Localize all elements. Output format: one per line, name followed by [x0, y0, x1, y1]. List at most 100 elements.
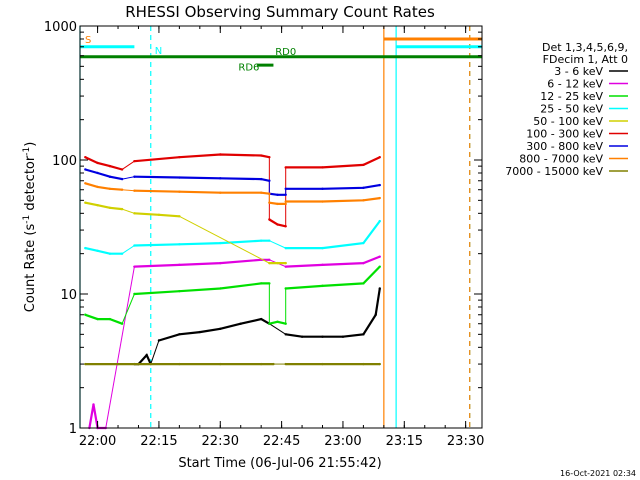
- x-tick-label: 22:45: [263, 434, 300, 449]
- data-point: [284, 246, 287, 250]
- plot-frame: [79, 25, 483, 429]
- legend-header-line: Det 1,3,4,5,6,9,: [542, 41, 628, 54]
- data-point: [133, 159, 136, 163]
- x-tick-label: 23:00: [324, 434, 361, 449]
- data-point: [284, 333, 287, 336]
- legend-header-line: FDecim 1, Att 0: [543, 53, 628, 66]
- series-line: [85, 201, 123, 211]
- series-jump-line: [150, 340, 160, 365]
- data-point: [108, 175, 112, 178]
- data-point: [284, 166, 287, 169]
- data-point: [321, 200, 324, 203]
- data-point: [157, 339, 161, 342]
- data-point: [284, 261, 287, 265]
- y-tick-label: 100: [52, 154, 77, 169]
- series-jump-line: [269, 240, 286, 249]
- series-line: [84, 182, 123, 191]
- data-point: [276, 320, 279, 324]
- y-axis-label-main: Count Rate (s: [23, 224, 38, 313]
- data-point: [321, 263, 324, 267]
- data-point: [178, 362, 181, 366]
- data-point: [268, 261, 271, 265]
- footer-date: 16-Oct-2021 02:34: [560, 469, 636, 478]
- data-point: [137, 362, 140, 366]
- data-point: [362, 186, 365, 190]
- plot-area: S N RD0 RD6: [79, 26, 482, 430]
- x-tick-label: 22:15: [140, 434, 177, 449]
- y-tick-label: 1000: [44, 20, 77, 35]
- data-point: [178, 243, 181, 246]
- series-line: [84, 168, 123, 181]
- series-line: [84, 156, 123, 171]
- data-point: [378, 219, 381, 223]
- legend-label: 50 - 100 keV: [533, 115, 603, 128]
- series-line: [285, 197, 380, 203]
- data-point: [178, 289, 181, 293]
- data-point: [178, 333, 181, 336]
- data-point: [116, 362, 120, 366]
- data-point: [219, 362, 222, 366]
- x-axis-label: Start Time (06-Jul-06 21:55:42): [178, 456, 381, 471]
- data-point: [321, 362, 324, 366]
- data-point: [321, 335, 324, 338]
- legend-label: 6 - 12 keV: [547, 78, 603, 91]
- series-jump-line: [122, 189, 135, 192]
- series-jump-line: [122, 176, 135, 180]
- data-point: [92, 403, 95, 406]
- data-point: [259, 239, 263, 242]
- data-point: [96, 317, 99, 321]
- legend-label: 12 - 25 keV: [540, 90, 603, 103]
- data-point: [321, 284, 324, 288]
- data-point: [96, 171, 99, 175]
- data-point: [284, 200, 287, 203]
- data-point: [219, 287, 222, 290]
- data-point: [84, 168, 87, 171]
- rd0-flag-label: RD0: [275, 47, 296, 58]
- legend-label: 300 - 800 keV: [526, 140, 603, 153]
- series-jump-line: [179, 215, 270, 264]
- y-axis-label-sup1: -1: [22, 215, 32, 224]
- y-axis-label: Count Rate (s-1 detector-1): [22, 142, 38, 313]
- data-point: [108, 164, 112, 168]
- data-point: [259, 282, 263, 285]
- x-tick-label: 22:30: [202, 434, 239, 449]
- data-point: [378, 196, 381, 200]
- x-tick-label: 23:30: [447, 434, 484, 449]
- data-point: [284, 287, 287, 290]
- data-point: [276, 202, 279, 206]
- data-point: [378, 255, 381, 258]
- data-point: [259, 154, 263, 157]
- data-point: [84, 313, 87, 316]
- legend-label: 100 - 300 keV: [526, 128, 603, 141]
- series-jump-line: [121, 245, 135, 255]
- data-point: [259, 177, 263, 181]
- y-tick-label: 10: [60, 288, 77, 303]
- data-point: [378, 183, 381, 187]
- series-line: [285, 156, 381, 169]
- data-point: [178, 190, 181, 193]
- saa-flag-label: S: [85, 35, 91, 46]
- data-point: [133, 212, 136, 215]
- series-jump-line: [105, 266, 135, 429]
- legend-label: 25 - 50 keV: [540, 103, 603, 116]
- data-point: [133, 244, 136, 247]
- data-point: [284, 265, 287, 268]
- y-axis-label-sup2: -1: [22, 147, 32, 156]
- data-point: [362, 333, 365, 336]
- data-point: [284, 362, 287, 366]
- data-point: [259, 362, 263, 366]
- series-line: [285, 184, 380, 190]
- data-point: [84, 155, 87, 159]
- data-point: [96, 161, 99, 165]
- y-tick-label: 1: [69, 422, 77, 437]
- legend-label: 3 - 6 keV: [554, 65, 603, 78]
- data-point: [378, 287, 381, 290]
- data-point: [268, 322, 271, 325]
- data-point: [374, 313, 377, 316]
- data-point: [84, 246, 87, 250]
- data-point: [276, 261, 279, 265]
- series-jump-line: [269, 323, 286, 335]
- data-point: [178, 155, 181, 159]
